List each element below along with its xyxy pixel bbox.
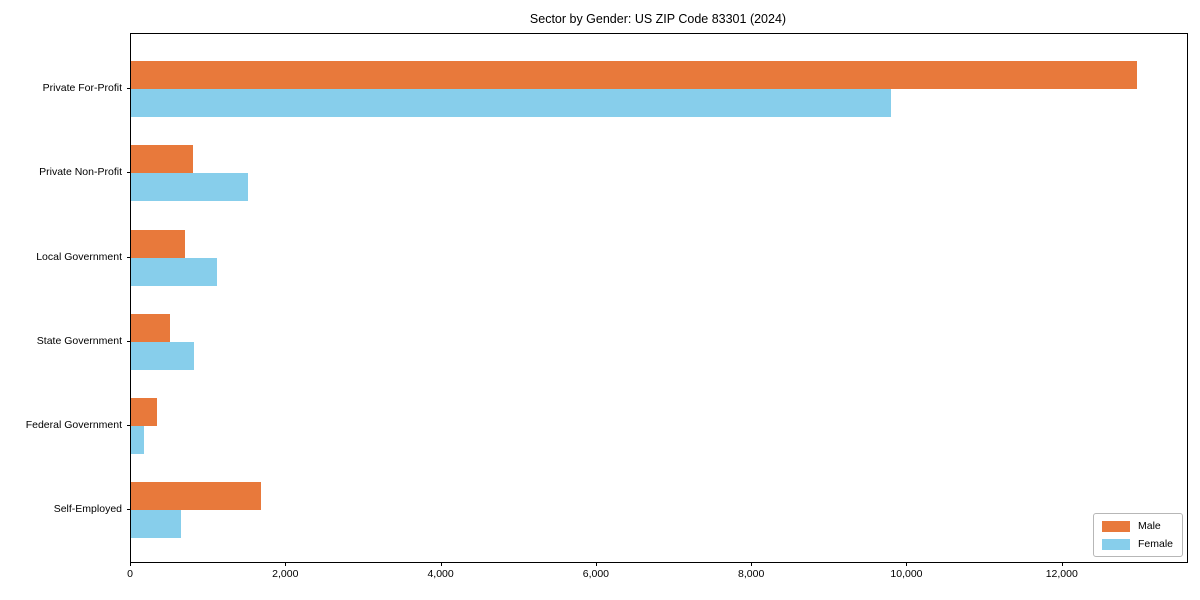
bar-female-1 xyxy=(131,173,249,202)
bar-female-5 xyxy=(131,510,181,539)
bar-male-0 xyxy=(131,61,1138,90)
x-tick-label-4: 8,000 xyxy=(738,568,765,580)
legend: Male Female xyxy=(1092,513,1183,557)
legend-label-male: Male xyxy=(1137,520,1161,532)
y-tick-label-2: Local Government xyxy=(36,250,122,263)
x-tick-label-3: 6,000 xyxy=(582,568,610,580)
legend-label-female: Female xyxy=(1137,538,1173,550)
plot-area: Male Female xyxy=(130,33,1188,563)
bar-male-2 xyxy=(131,229,186,258)
y-tick-label-5: Self-Employed xyxy=(53,503,122,516)
legend-swatch-male xyxy=(1101,520,1130,532)
bar-female-2 xyxy=(131,257,218,286)
chart-title: Sector by Gender: US ZIP Code 83301 (202… xyxy=(529,12,787,26)
bar-male-5 xyxy=(131,482,262,511)
x-tick-label-0: 0 xyxy=(127,568,133,580)
bar-male-3 xyxy=(131,313,170,342)
bar-female-0 xyxy=(131,89,892,118)
x-tick-label-5: 10,000 xyxy=(890,568,923,580)
y-tick-label-0: Private For-Profit xyxy=(42,82,122,95)
y-tick-label-4: Federal Government xyxy=(25,418,122,431)
x-tick-label-6: 12,000 xyxy=(1045,568,1078,580)
y-tick-label-3: State Government xyxy=(36,334,122,347)
y-tick-label-1: Private Non-Profit xyxy=(39,166,122,179)
x-tick-label-1: 2,000 xyxy=(272,568,299,580)
bar-female-4 xyxy=(131,425,145,454)
x-tick-label-2: 4,000 xyxy=(427,568,454,580)
legend-entry-female: Female xyxy=(1101,538,1173,550)
bar-female-3 xyxy=(131,341,194,370)
bar-male-1 xyxy=(131,145,194,174)
bar-male-4 xyxy=(131,397,157,426)
legend-swatch-female xyxy=(1101,538,1130,550)
legend-entry-male: Male xyxy=(1101,520,1173,532)
